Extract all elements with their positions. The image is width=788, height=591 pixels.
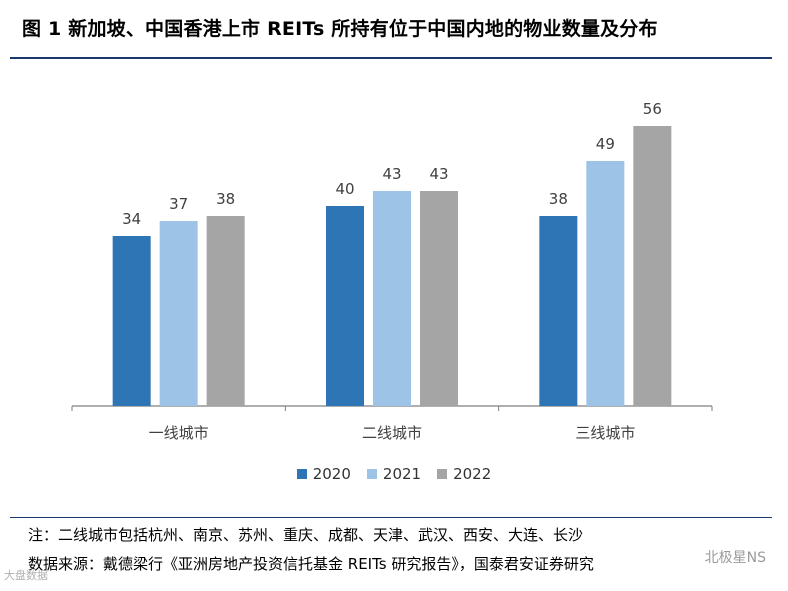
footnote: 注：二线城市包括杭州、南京、苏州、重庆、成都、天津、武汉、西安、大连、长沙 xyxy=(28,526,584,544)
bar-2021-1 xyxy=(373,191,411,406)
x-tick-label: 三线城市 xyxy=(575,424,635,442)
data-source: 数据来源：戴德梁行《亚洲房地产投资信托基金 REITs 研究报告》，国泰君安证券… xyxy=(28,555,594,573)
bar-2022-2 xyxy=(633,126,672,406)
watermark: 北极星NS xyxy=(704,550,766,566)
legend-swatch xyxy=(366,469,377,479)
bar-2022-1 xyxy=(420,191,458,406)
data-label: 43 xyxy=(429,165,448,183)
data-label: 38 xyxy=(216,190,235,208)
legend-item-2021: 2021 xyxy=(366,465,422,483)
bar-2022-0 xyxy=(206,216,245,406)
title-divider xyxy=(10,57,772,59)
figure-title: 图 1 新加坡、中国香港上市 REITs 所持有位于中国内地的物业数量及分布 xyxy=(22,18,658,40)
data-label: 49 xyxy=(596,135,615,153)
data-label: 56 xyxy=(643,100,662,118)
data-label: 38 xyxy=(549,190,568,208)
data-label: 37 xyxy=(169,195,188,213)
bar-chart: 34 37 38 一线城市 40 43 43 二线城市 38 49 56 三线城市 xyxy=(71,100,713,442)
bar-2020-2 xyxy=(539,216,578,406)
data-label: 34 xyxy=(122,210,141,228)
legend-swatch xyxy=(437,469,448,479)
data-label: 40 xyxy=(335,180,354,198)
watermark-left: 大盘数据 xyxy=(4,569,48,582)
bar-2020-0 xyxy=(112,236,151,406)
footer-divider xyxy=(10,517,772,518)
legend-item-2020: 2020 xyxy=(296,465,351,483)
bar-2021-2 xyxy=(586,161,625,406)
legend-label: 2022 xyxy=(453,465,492,483)
legend-swatch xyxy=(296,469,307,479)
chart-legend: 2020 2021 2022 xyxy=(0,465,788,483)
data-label: 43 xyxy=(382,165,401,183)
legend-label: 2020 xyxy=(312,465,351,483)
legend-item-2022: 2022 xyxy=(437,465,491,483)
x-tick-label: 二线城市 xyxy=(362,424,422,442)
bar-2021-0 xyxy=(159,221,198,406)
bar-2020-1 xyxy=(326,206,364,406)
x-tick-label: 一线城市 xyxy=(149,424,209,442)
legend-label: 2021 xyxy=(382,465,422,483)
